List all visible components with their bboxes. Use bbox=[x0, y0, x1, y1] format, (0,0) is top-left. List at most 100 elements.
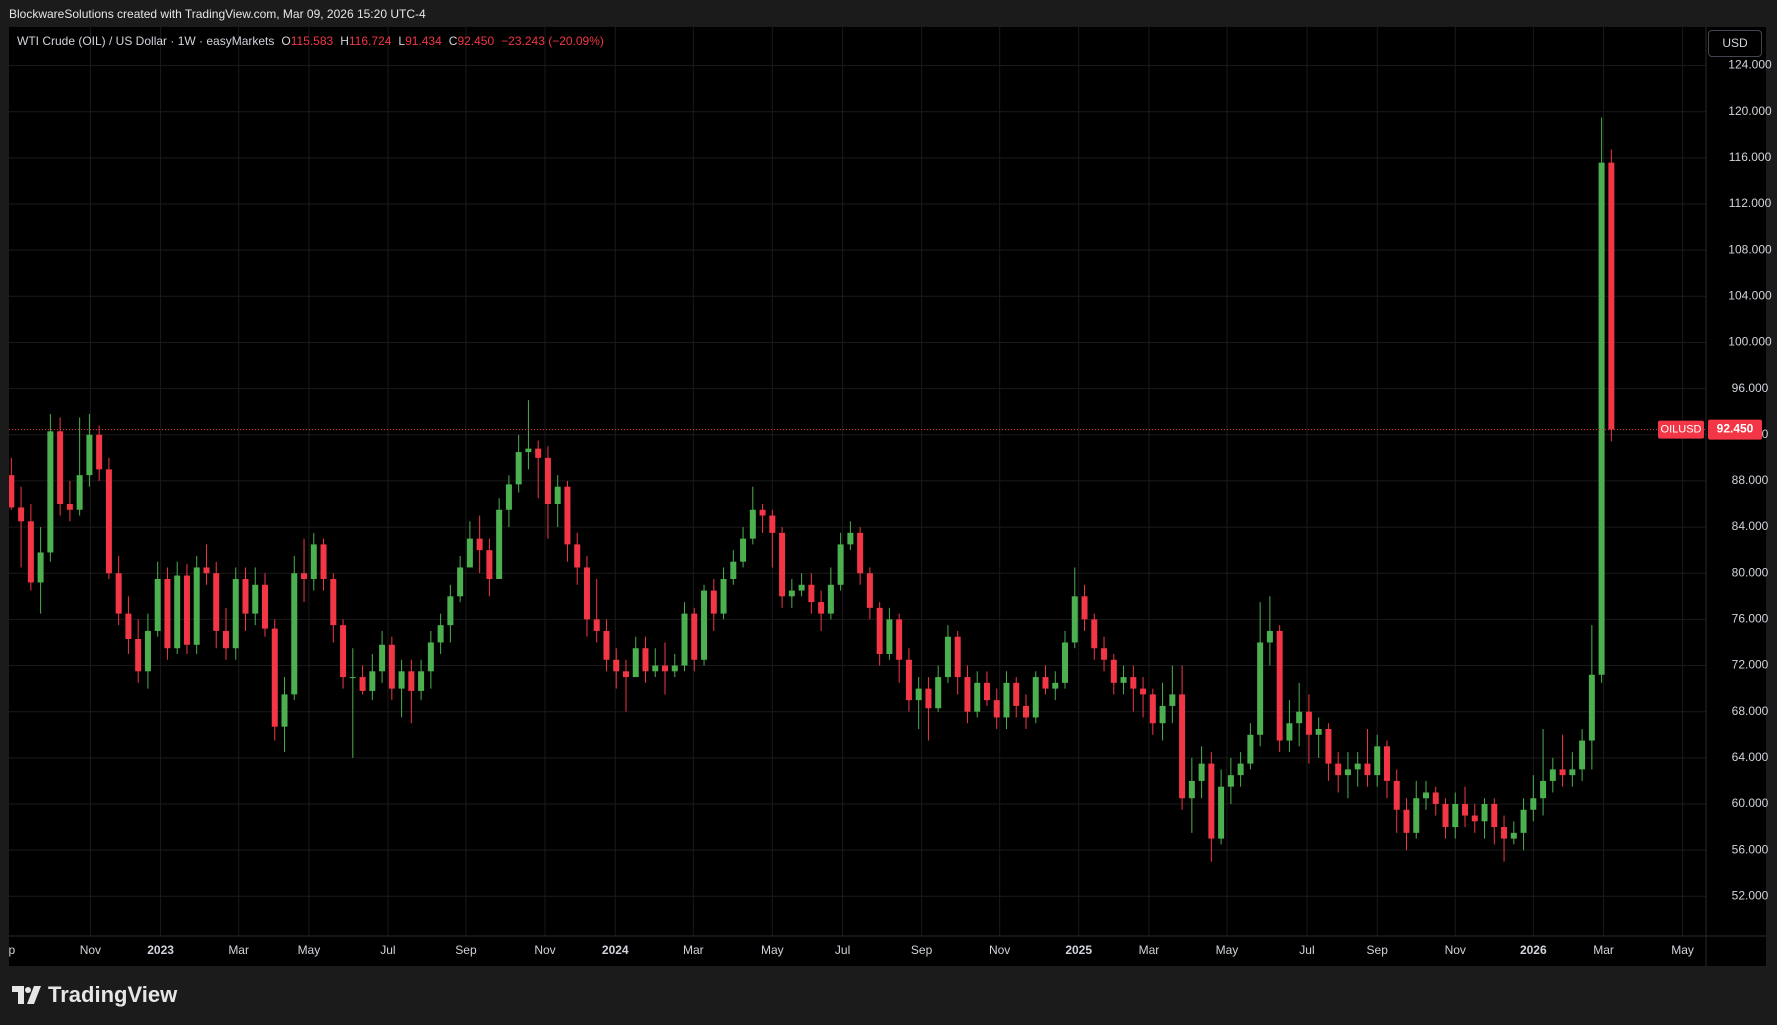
symbol-legend: WTI Crude (OIL) / US Dollar · 1W · easyM… bbox=[17, 34, 604, 48]
candle-body bbox=[154, 579, 161, 631]
candle-body bbox=[837, 544, 844, 585]
candle-body bbox=[720, 579, 727, 614]
x-tick-label: Mar bbox=[228, 943, 249, 957]
candle-body bbox=[1169, 694, 1176, 706]
candle-body bbox=[349, 677, 356, 679]
candle-body bbox=[915, 688, 922, 701]
candle-body bbox=[1179, 694, 1186, 799]
candle-body bbox=[193, 567, 200, 645]
candle-body bbox=[1286, 723, 1293, 741]
candle-body bbox=[1383, 746, 1390, 781]
y-tick-label: 60.000 bbox=[1732, 796, 1769, 810]
candle-body bbox=[652, 665, 659, 672]
candle-body bbox=[369, 671, 376, 691]
candle-body bbox=[1042, 677, 1049, 689]
candle-body bbox=[1452, 804, 1459, 828]
candle-body bbox=[896, 619, 903, 660]
candle-body bbox=[476, 538, 483, 551]
candle-body bbox=[1501, 827, 1508, 839]
candle-body bbox=[798, 584, 805, 591]
candle-body bbox=[242, 579, 249, 614]
candle-body bbox=[642, 648, 649, 672]
x-tick-label: 2024 bbox=[602, 943, 629, 957]
ohlc-value: 116.724 bbox=[348, 34, 392, 48]
candle-body bbox=[964, 677, 971, 712]
currency-button[interactable]: USD bbox=[1708, 30, 1762, 57]
candle-body bbox=[1462, 804, 1469, 816]
candle-body bbox=[281, 694, 288, 727]
y-tick-label: 120.000 bbox=[1728, 104, 1772, 118]
candle-body bbox=[876, 607, 883, 654]
candle-body bbox=[359, 677, 366, 691]
candle-body bbox=[1559, 769, 1566, 776]
y-tick-label: 88.000 bbox=[1732, 473, 1769, 487]
candle-body bbox=[1071, 596, 1078, 643]
candle-body bbox=[1022, 705, 1029, 718]
candle-body bbox=[1140, 688, 1147, 695]
candle-body bbox=[37, 552, 44, 583]
price-tag-label: 92.450 bbox=[1717, 422, 1754, 436]
candle-body bbox=[925, 688, 932, 709]
candle-body bbox=[408, 671, 415, 691]
candle-body bbox=[1227, 775, 1234, 787]
x-tick-label: 2026 bbox=[1520, 943, 1547, 957]
candle-body bbox=[1296, 711, 1303, 724]
change-value: −23.243 (−20.09%) bbox=[501, 34, 604, 48]
candle-body bbox=[1101, 648, 1108, 660]
candle-body bbox=[76, 475, 83, 510]
candle-body bbox=[886, 619, 893, 654]
candle-body bbox=[1540, 780, 1547, 799]
candle-body bbox=[1549, 769, 1556, 781]
candle-body bbox=[1218, 786, 1225, 839]
y-tick-label: 52.000 bbox=[1732, 888, 1769, 902]
candle-body bbox=[564, 486, 571, 545]
symbol-tag bbox=[1658, 420, 1704, 439]
candle-body bbox=[983, 682, 990, 701]
candle-body bbox=[1130, 677, 1137, 689]
candle-body bbox=[115, 573, 122, 614]
candle-body bbox=[749, 509, 756, 539]
candle-body bbox=[740, 538, 747, 562]
candle-body bbox=[1481, 804, 1488, 822]
candle-body bbox=[340, 625, 347, 678]
symbol-tag-label: OILUSD bbox=[1661, 423, 1702, 435]
candle-body bbox=[1403, 809, 1410, 833]
candle-body bbox=[86, 434, 93, 476]
candle-body bbox=[1413, 798, 1420, 833]
y-tick-label: 80.000 bbox=[1732, 565, 1769, 579]
candle-body bbox=[544, 457, 551, 504]
candle-body bbox=[1364, 763, 1371, 776]
candle-body bbox=[730, 561, 737, 579]
y-tick-label: 68.000 bbox=[1732, 704, 1769, 718]
ohlc-key: H bbox=[340, 34, 349, 48]
x-tick-label: Sep bbox=[911, 943, 933, 957]
candle-body bbox=[320, 544, 327, 579]
brand-name: TradingView bbox=[48, 982, 178, 1007]
candle-body bbox=[603, 630, 610, 660]
candle-body bbox=[662, 665, 669, 672]
y-tick-label: 116.000 bbox=[1729, 150, 1772, 164]
x-tick-label: Jul bbox=[1299, 943, 1314, 957]
candle-body bbox=[905, 659, 912, 701]
candle-body bbox=[203, 567, 210, 574]
x-tick-label: May bbox=[298, 943, 321, 957]
x-tick-label: Sep bbox=[1367, 943, 1389, 957]
candle-body bbox=[944, 636, 951, 678]
candle-body bbox=[1091, 619, 1098, 649]
candle-body bbox=[1003, 682, 1010, 718]
candle-body bbox=[57, 431, 64, 504]
candle-body bbox=[379, 644, 386, 672]
candle-body bbox=[1393, 780, 1400, 810]
candle-body bbox=[505, 484, 512, 510]
brand: TradingView bbox=[12, 980, 177, 1010]
candle-body bbox=[1305, 711, 1312, 735]
candle-body bbox=[291, 573, 298, 695]
candle-body bbox=[1510, 832, 1517, 839]
candle-body bbox=[125, 613, 132, 639]
x-tick-label: May bbox=[761, 943, 784, 957]
x-tick-label: Nov bbox=[989, 943, 1010, 957]
candle-body bbox=[388, 644, 395, 689]
candle-body bbox=[691, 613, 698, 660]
candle-body bbox=[174, 575, 181, 649]
